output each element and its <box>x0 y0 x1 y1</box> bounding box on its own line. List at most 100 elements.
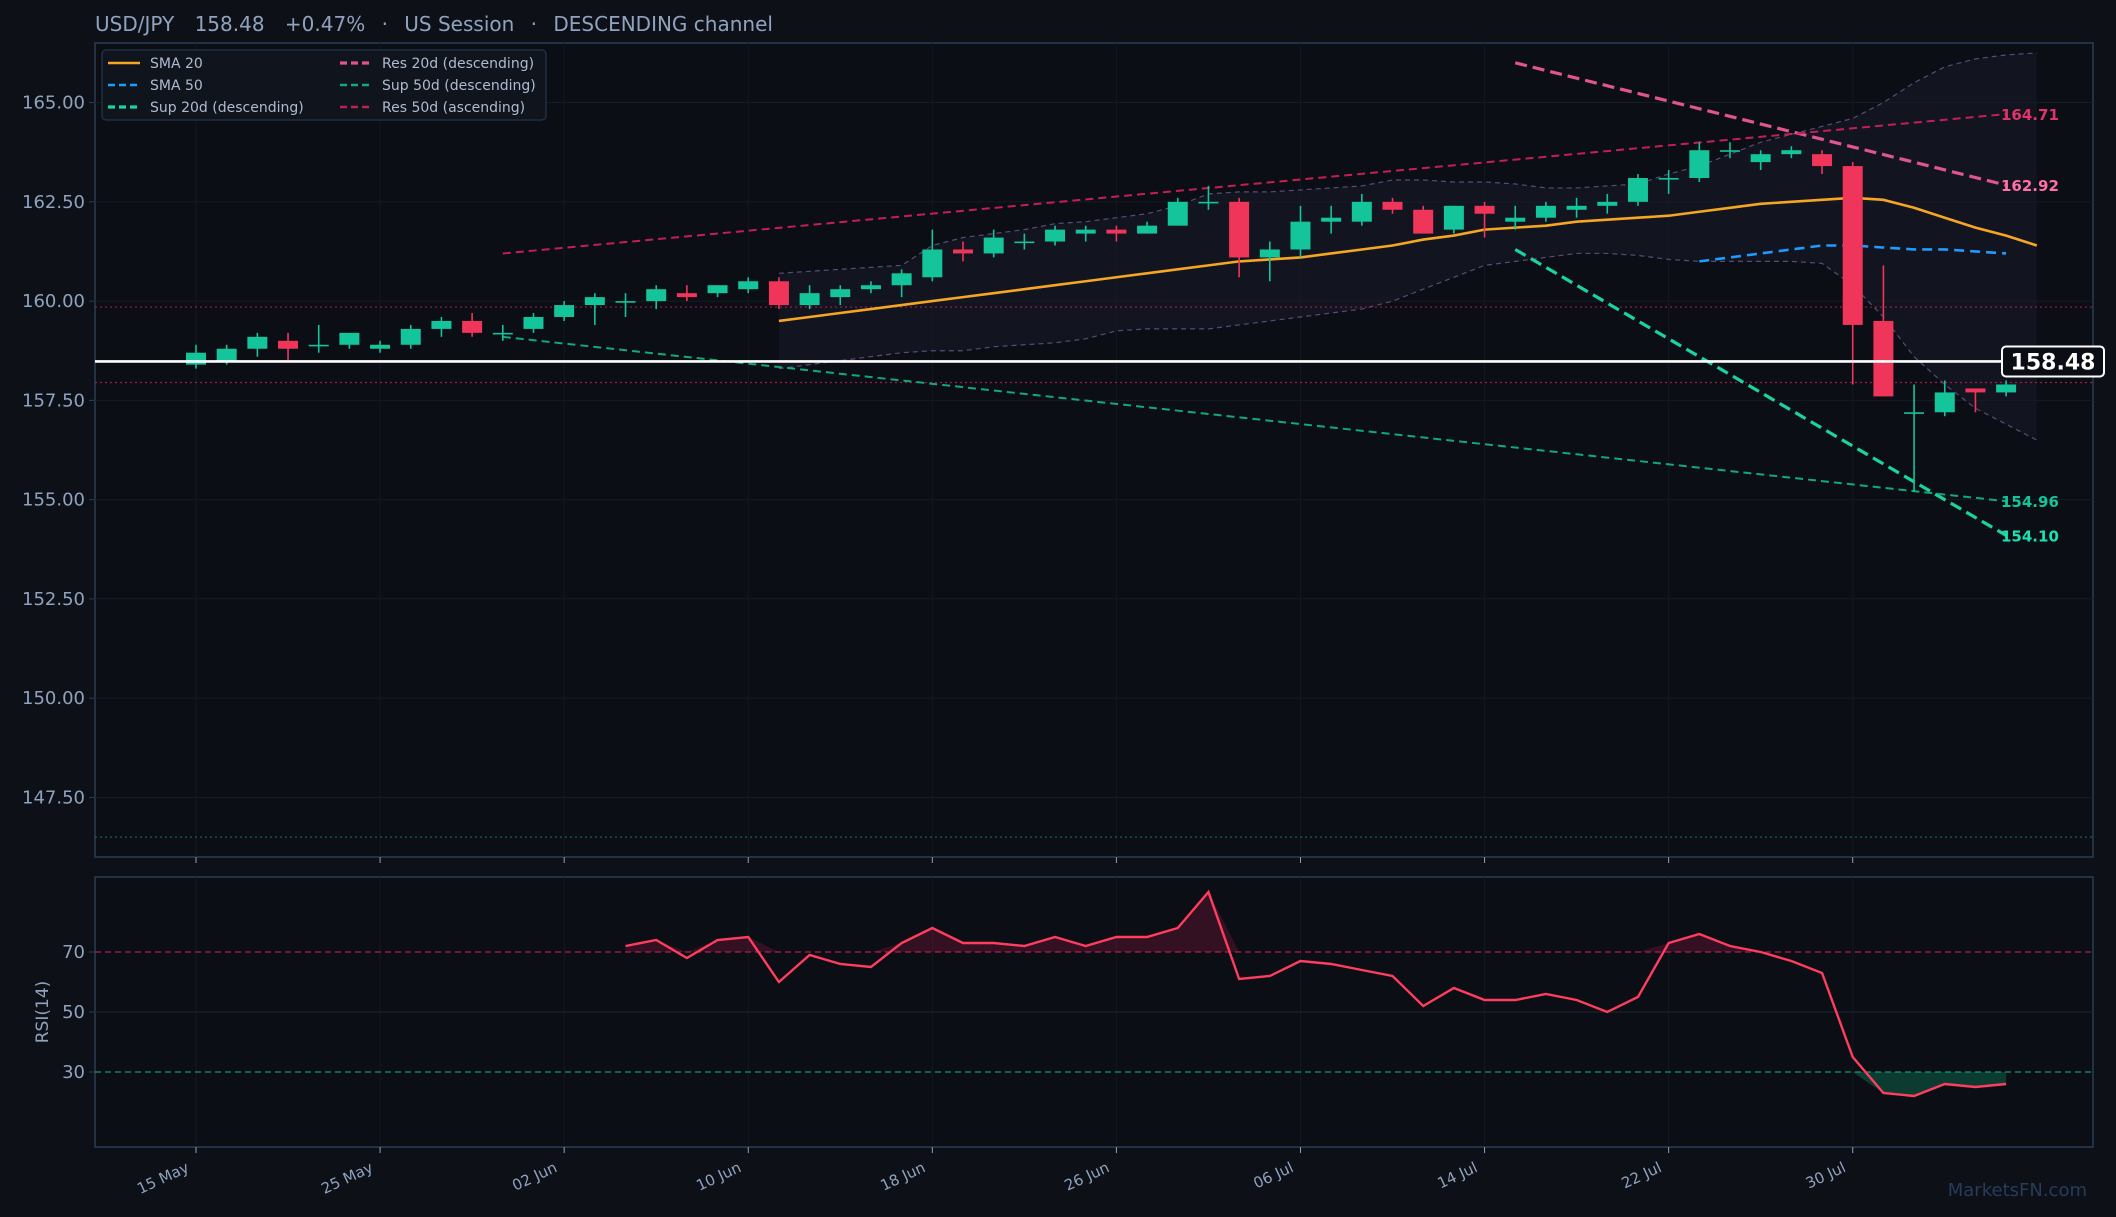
rsi-overbought-fill <box>1024 937 1056 952</box>
candle <box>891 269 912 298</box>
price-value: 158.48 <box>195 12 265 36</box>
rsi-overbought-fill <box>1637 943 1669 952</box>
rsi-axis-label: RSI(14) <box>33 981 53 1044</box>
candle <box>1689 142 1710 182</box>
candle-body <box>1106 229 1127 234</box>
rsi-y-axis: 30 50 70 <box>62 942 95 1083</box>
separator-2: · <box>531 12 537 36</box>
rsi-tick-label: 30 <box>62 1062 85 1083</box>
candle-body <box>860 285 881 290</box>
candle-body <box>1781 150 1802 155</box>
candle-body <box>1996 384 2017 393</box>
candle-body <box>308 344 329 347</box>
rsi-overbought-fill <box>1668 934 1700 952</box>
end-value-label: 164.71 <box>2001 106 2059 124</box>
candle-body <box>1443 205 1464 230</box>
candle-body <box>983 237 1004 254</box>
candle-body <box>1198 201 1219 204</box>
candle <box>400 324 421 349</box>
series-sup-20d-descending <box>1514 248 2007 537</box>
candle-body <box>554 305 575 317</box>
candle <box>707 285 728 298</box>
candle-body <box>1229 201 1250 258</box>
series-res-50d-ascending <box>502 113 2007 255</box>
rsi-overbought-fill <box>1147 928 1178 952</box>
candle-body <box>186 352 206 365</box>
change-value: +0.47% <box>285 12 365 36</box>
rsi-oversold-fill <box>1914 1072 1945 1096</box>
rsi-series-line <box>625 889 2007 1098</box>
candle-body <box>1750 154 1771 163</box>
candle-body <box>1812 154 1833 167</box>
candle-body <box>584 297 605 306</box>
candle <box>370 340 391 353</box>
candle <box>1996 380 2017 397</box>
legend-box <box>101 49 547 121</box>
chart-header: USD/JPY 158.48 +0.47% · US Session · DES… <box>95 12 773 36</box>
candle-body <box>891 273 912 286</box>
candle-body <box>492 332 513 335</box>
end-value-label: 162.92 <box>2001 177 2059 195</box>
candle-body <box>1075 229 1096 234</box>
rsi-oversold-fill <box>1944 1072 1976 1087</box>
candle-body <box>953 249 973 254</box>
candle-body <box>462 320 483 333</box>
candle <box>953 241 973 262</box>
candle <box>554 301 575 321</box>
rsi-line <box>625 889 2007 1098</box>
candle <box>1259 241 1280 282</box>
candle-body <box>216 348 237 361</box>
candle-body <box>1658 178 1679 180</box>
candle-body <box>1535 205 1556 218</box>
candle <box>1535 201 1556 222</box>
channel-label: DESCENDING channel <box>553 12 773 36</box>
price-tick-label: 155.00 <box>22 490 85 511</box>
candles <box>186 142 2017 492</box>
candle-body <box>1934 392 1955 413</box>
legend-label: SMA 50 <box>150 78 203 94</box>
rsi-overbought-fill <box>1699 934 1730 952</box>
price-overlay: 158.48 164.71 162.92 154.96 154.10 <box>95 106 2105 545</box>
current-price-badge <box>2001 345 2105 378</box>
rsi-zone-fill <box>625 892 2007 1096</box>
candle <box>186 344 206 369</box>
candle <box>1965 388 1986 413</box>
candle-body <box>1965 388 1986 393</box>
candle <box>1627 174 1648 206</box>
price-tick-label: 150.00 <box>22 688 85 709</box>
series-res-20d-descending <box>1514 61 2007 187</box>
candle-body <box>1474 205 1495 214</box>
candle <box>1167 197 1188 226</box>
reference-lines <box>95 306 2093 838</box>
candle <box>1505 205 1526 230</box>
candle <box>1382 197 1403 214</box>
rsi-tick-label: 50 <box>62 1002 85 1023</box>
candle-body <box>1382 201 1403 210</box>
candle-body <box>1259 249 1280 258</box>
rsi-oversold-fill <box>1883 1072 1915 1096</box>
candle-body <box>1351 201 1372 222</box>
candle-body <box>615 301 636 303</box>
candle <box>1443 205 1464 234</box>
candle <box>1842 162 1863 385</box>
candle-body <box>1137 225 1158 234</box>
candle-body <box>1720 150 1740 152</box>
series-sma-50 <box>1699 244 2007 263</box>
candle-body <box>370 344 391 349</box>
rsi-overbought-fill <box>901 928 933 952</box>
symbol-label: USD/JPY <box>95 12 175 36</box>
rsi-overbought-fill <box>656 940 687 952</box>
candle-body <box>1413 209 1434 234</box>
candle <box>1597 193 1618 214</box>
candle <box>1321 205 1342 234</box>
candle <box>768 277 789 310</box>
candle-body <box>1167 201 1188 226</box>
candle <box>646 285 667 310</box>
candle-body <box>1014 241 1035 244</box>
candle-body <box>1566 205 1587 210</box>
bollinger-band <box>778 52 2038 441</box>
candle <box>1106 225 1127 242</box>
rsi-overbought-fill <box>993 943 1025 952</box>
rsi-overbought-fill <box>1116 937 1148 952</box>
